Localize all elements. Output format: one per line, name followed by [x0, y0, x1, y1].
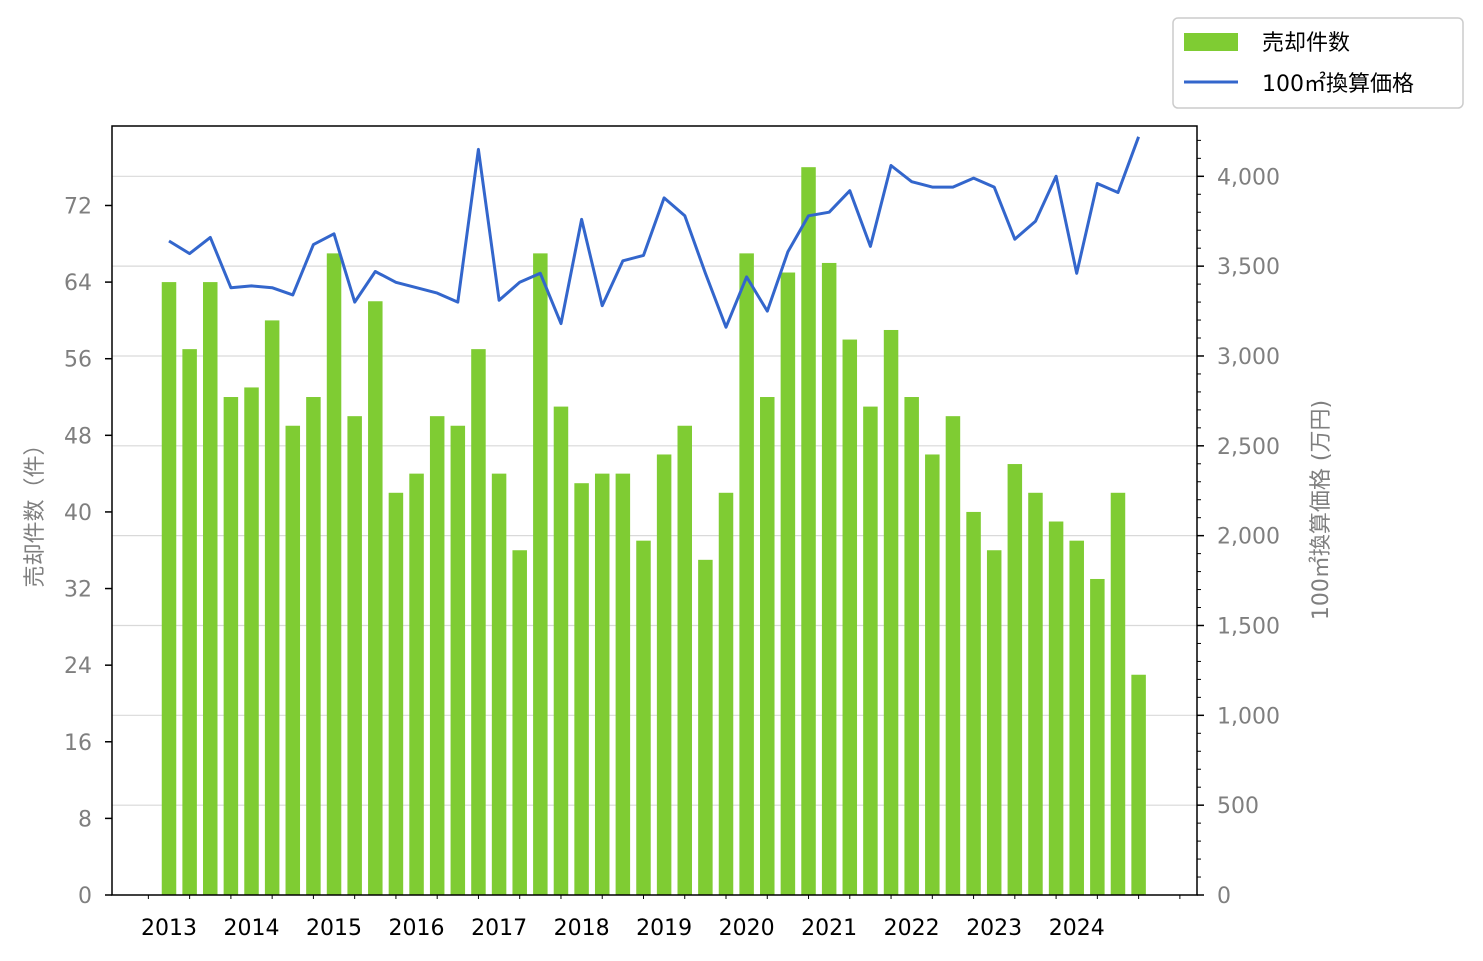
bar [533, 253, 548, 895]
right-tick-label: 1,500 [1217, 614, 1280, 639]
bar [1131, 674, 1146, 895]
bar-series [161, 167, 1146, 895]
x-tick-label: 2023 [966, 916, 1022, 941]
bar [656, 454, 672, 895]
bar [285, 425, 301, 895]
right-tick-label: 3,000 [1217, 345, 1280, 370]
x-tick-label: 2024 [1049, 916, 1105, 941]
x-tick-label: 2015 [306, 916, 362, 941]
bar [244, 387, 259, 895]
bar [925, 454, 940, 895]
left-tick-label: 0 [78, 884, 92, 909]
bar [594, 473, 610, 895]
bar [1007, 464, 1023, 895]
bar [780, 272, 796, 895]
bar [553, 406, 569, 895]
bar [203, 282, 218, 895]
right-axis-label: 100㎡換算価格 (万円) [1308, 400, 1334, 620]
bar [615, 473, 631, 895]
bar [388, 492, 404, 895]
bar [409, 473, 424, 895]
left-tick-label: 8 [78, 807, 92, 832]
x-tick-label: 2020 [719, 916, 775, 941]
x-tick-label: 2019 [636, 916, 692, 941]
legend-line-label: 100㎡換算価格 [1262, 71, 1414, 97]
bar [739, 253, 754, 895]
bar [821, 262, 837, 895]
price-line [168, 136, 1141, 329]
x-tick-label: 2014 [224, 916, 280, 941]
bar [471, 349, 486, 895]
bar [223, 397, 239, 895]
bar [306, 397, 321, 895]
bar [986, 550, 1002, 895]
right-tick-label: 2,500 [1217, 435, 1280, 460]
legend-bar-swatch [1184, 33, 1238, 51]
bar [904, 397, 919, 895]
x-tick-label: 2016 [389, 916, 445, 941]
x-tick-label: 2013 [141, 916, 197, 941]
right-tick-label: 1,000 [1217, 704, 1280, 729]
legend-bar-label: 売却件数 [1262, 31, 1350, 56]
bar [450, 425, 466, 895]
bar [760, 397, 775, 895]
line-series [168, 136, 1141, 329]
plot-frame [111, 125, 1198, 896]
right-axis: 0 500 1,000 1,500 2,000 2,500 3,000 3,500 4,000 [1197, 139, 1280, 909]
bar [1069, 540, 1084, 895]
bar [182, 349, 197, 895]
legend-box [1172, 17, 1464, 109]
bar [429, 416, 445, 895]
bar [883, 329, 899, 895]
left-axis: 0 8 16 24 32 40 48 56 64 72 [64, 194, 112, 909]
bar [945, 416, 961, 895]
bar [264, 320, 280, 895]
left-tick-label: 32 [64, 578, 92, 603]
x-tick-label: 2021 [801, 916, 857, 941]
left-tick-label: 56 [64, 348, 92, 373]
bar [677, 425, 692, 895]
left-tick-label: 24 [64, 654, 92, 679]
right-tick-label: 2,000 [1217, 525, 1280, 550]
bar [326, 253, 342, 895]
bar [1110, 492, 1126, 895]
bar [161, 282, 177, 895]
bar [966, 511, 981, 895]
left-tick-label: 40 [64, 501, 92, 526]
x-tick-label: 2018 [554, 916, 610, 941]
bar [1048, 521, 1064, 895]
bar [512, 550, 527, 895]
x-tick-label: 2022 [884, 916, 940, 941]
legend: 売却件数 100㎡換算価格 [1172, 17, 1464, 109]
bar [718, 492, 734, 895]
bar [1028, 492, 1043, 895]
left-tick-label: 16 [64, 731, 92, 756]
bar [1090, 578, 1105, 895]
bar [368, 301, 383, 895]
right-tick-label: 500 [1217, 794, 1259, 819]
bar [801, 167, 816, 895]
bar [863, 406, 878, 895]
left-tick-label: 64 [64, 271, 92, 296]
right-tick-label: 3,500 [1217, 255, 1280, 280]
x-axis: 2013 2014 2015 2016 2017 2018 2019 2020 2021 2022… [141, 895, 1181, 941]
x-tick-label: 2017 [471, 916, 527, 941]
left-tick-label: 72 [64, 194, 92, 219]
right-tick-label: 0 [1217, 884, 1231, 909]
left-tick-label: 48 [64, 424, 92, 449]
bar [347, 416, 362, 895]
bar [636, 540, 651, 895]
bar [842, 339, 858, 895]
bar [574, 483, 589, 895]
right-tick-label: 4,000 [1217, 165, 1280, 190]
left-axis-label: 売却件数（件） [23, 433, 48, 587]
bar [698, 559, 713, 895]
bar [491, 473, 507, 895]
